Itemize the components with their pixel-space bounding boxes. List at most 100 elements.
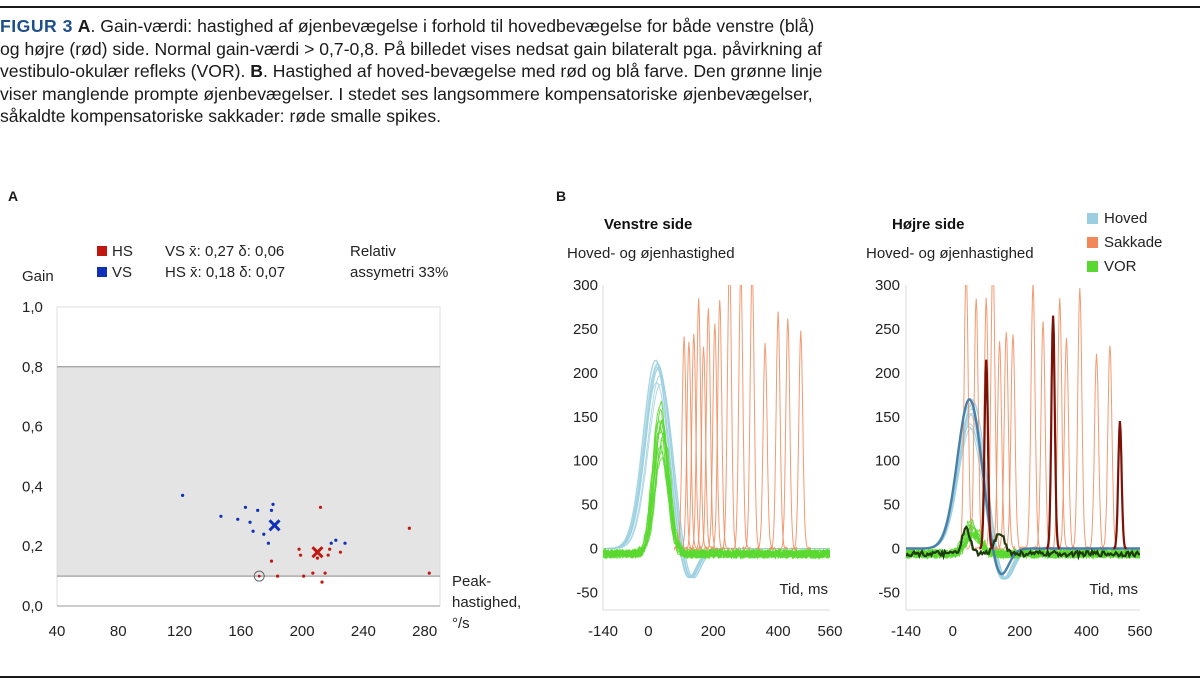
- y-tick-label: 50: [581, 497, 598, 514]
- y-tick-label: 200: [573, 365, 598, 382]
- data-point-hs: [339, 551, 342, 554]
- trace-sakkade: [684, 334, 703, 550]
- trace-sakkade: [966, 299, 986, 550]
- data-point-hs: [311, 572, 314, 575]
- trace-sakkade: [699, 308, 718, 550]
- x-axis-label: °/s: [452, 615, 470, 632]
- trace-sakkade: [710, 300, 730, 550]
- panel-title: Venstre side: [604, 216, 692, 233]
- trace-hoved: [906, 424, 1140, 579]
- x-tick-label: 40: [49, 623, 66, 640]
- trace-vor: [603, 428, 830, 558]
- x-tick-label: 80: [110, 623, 127, 640]
- trace-sakkade: [976, 298, 996, 550]
- y-tick-label: 0,0: [22, 598, 43, 615]
- trace-sakkade: [742, 268, 762, 550]
- x-tick-label: 160: [228, 623, 253, 640]
- y-tick-label: 250: [573, 321, 598, 338]
- legend-swatch-hoved: [1087, 213, 1098, 224]
- data-point-vs: [181, 494, 184, 497]
- data-point-vs: [262, 533, 265, 536]
- trace-vor: [906, 532, 1140, 558]
- x-tick-label: -140: [588, 623, 618, 640]
- trace-vor: [603, 401, 830, 558]
- trace-sakkade: [768, 312, 787, 551]
- trace-vor: [603, 432, 830, 558]
- assymetri-label: Relativ: [350, 243, 396, 260]
- data-point-hs: [324, 572, 327, 575]
- legend-swatch-vs: [97, 267, 107, 277]
- x-tick-label: 200: [1007, 623, 1032, 640]
- trace-sakkade: [1023, 283, 1043, 550]
- trace-sakkade: [1070, 288, 1090, 550]
- trace-sakkade: [1033, 321, 1053, 550]
- data-point-hs: [316, 557, 319, 560]
- legend-swatch-hs: [97, 246, 107, 256]
- trace-hoved: [906, 428, 1140, 579]
- trace-vor: [906, 532, 1140, 558]
- data-point-vs: [343, 542, 346, 545]
- trace-vor: [906, 524, 1140, 558]
- x-tick-label: 400: [766, 623, 791, 640]
- trace-hoved: [603, 360, 830, 577]
- trace-hoved: [906, 406, 1140, 579]
- x-tick-label: 200: [290, 623, 315, 640]
- trace-hoved: [603, 376, 830, 578]
- data-point-hs: [258, 575, 261, 578]
- data-point-vs: [256, 509, 259, 512]
- data-point-hs: [408, 527, 411, 530]
- x-tick-label: 560: [817, 623, 842, 640]
- trace-hoved: [906, 409, 1140, 579]
- y-tick-label: 50: [883, 497, 900, 514]
- trace-hoved: [603, 367, 830, 578]
- y-tick-label: 100: [573, 453, 598, 470]
- y-tick-label: 300: [573, 277, 598, 294]
- legend-label-vor: VOR: [1104, 258, 1137, 275]
- x-axis-label: Peak-: [452, 573, 491, 590]
- legend-label-hs: HS: [112, 243, 133, 260]
- data-point-hs: [319, 506, 322, 509]
- data-point-hs: [270, 560, 273, 563]
- x-axis-label: Tid, ms: [779, 581, 828, 598]
- y-tick-label: -50: [576, 584, 598, 601]
- trace-vor: [906, 522, 1140, 558]
- data-point-hs: [276, 575, 279, 578]
- y-tick-label: 200: [875, 365, 900, 382]
- trace-sakkade: [689, 298, 709, 550]
- trace-sakkade: [755, 343, 775, 550]
- trace-vor: [906, 520, 1140, 559]
- trace-sakkade: [1043, 353, 1063, 549]
- trace-hoved: [906, 427, 1140, 580]
- legend-stats: VS x̄: 0,27 δ: 0,06: [165, 243, 284, 260]
- trace-sakkade: [791, 331, 810, 550]
- data-point-vs: [251, 530, 254, 533]
- data-point-hs: [302, 575, 305, 578]
- data-point-vs: [271, 503, 274, 506]
- panel-title: Højre side: [892, 216, 965, 233]
- traces-venstre: [603, 254, 830, 578]
- trace-vor: [603, 451, 830, 558]
- trace-hoved: [603, 367, 830, 577]
- data-point-hs: [320, 580, 323, 583]
- y-tick-label: -50: [878, 584, 900, 601]
- trace-vor: [603, 420, 830, 558]
- data-point-vs: [270, 509, 273, 512]
- data-point-vs: [248, 521, 251, 524]
- trace-hoved: [603, 382, 830, 578]
- panel-venstre: 300 250 200 150 100 50 0 -50 -140 0 200 400 560 Venst…: [567, 216, 843, 640]
- legend-stats: HS x̄: 0,18 δ: 0,07: [165, 264, 285, 281]
- assymetri-value: assymetri 33%: [350, 264, 448, 281]
- data-point-hs: [328, 548, 331, 551]
- trace-sakkade: [694, 347, 714, 550]
- x-tick-label: 240: [351, 623, 376, 640]
- x-axis-label: Tid, ms: [1089, 581, 1138, 598]
- legend-swatch-sakkade: [1087, 237, 1098, 248]
- y-tick-label: 0,6: [22, 419, 43, 436]
- trace-sakkade: [996, 332, 1016, 550]
- data-point-vs: [334, 539, 337, 542]
- gain-scatter-chart: 0,00,20,40,60,81,040 80 120 160 200 240 280Gai…: [0, 0, 520, 682]
- x-tick-label: 560: [1127, 623, 1152, 640]
- trace-vor: [603, 420, 830, 558]
- x-tick-label: -140: [891, 623, 921, 640]
- y-tick-label: 300: [875, 277, 900, 294]
